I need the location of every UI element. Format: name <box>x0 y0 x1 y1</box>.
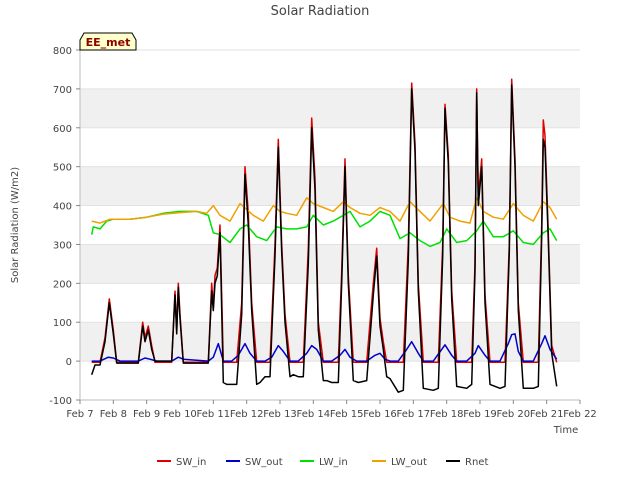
x-tick-label: Feb 14 <box>297 409 331 420</box>
x-tick-label: Feb 17 <box>397 409 431 420</box>
legend-label: SW_out <box>245 457 283 468</box>
y-tick-label: 700 <box>53 85 72 96</box>
legend-label: Rnet <box>465 457 488 468</box>
legend-item-sw-in: SW_in <box>157 457 206 468</box>
legend-label: LW_in <box>319 457 348 468</box>
y-ticks: -100 0 100 200 300 400 500 600 700 800 <box>49 46 80 407</box>
legend-label: SW_in <box>176 457 206 468</box>
y-tick-label: 300 <box>53 240 72 251</box>
series-line-lw-out <box>91 197 558 224</box>
band-3 <box>80 244 580 284</box>
legend-item-rnet: Rnet <box>446 457 488 468</box>
y-tick-label: 800 <box>53 46 72 57</box>
background-bands <box>80 88 580 362</box>
x-tick-label: Feb 8 <box>100 409 127 420</box>
x-tick-label: Feb 7 <box>66 409 93 420</box>
x-axis-label: Time <box>553 425 578 436</box>
station-badge-box <box>79 32 137 51</box>
y-tick-label: -100 <box>49 396 72 407</box>
x-tick-label: Feb 21 <box>530 409 564 420</box>
series-line-rnet <box>90 84 558 393</box>
legend-item-sw-out: SW_out <box>226 457 283 468</box>
legend: SW_in SW_out LW_in LW_out Rnet <box>157 457 488 468</box>
x-tick-label: Feb 12 <box>230 409 264 420</box>
band-7 <box>80 88 580 128</box>
y-tick-label: 400 <box>53 202 72 213</box>
x-tick-label: Feb 19 <box>463 409 497 420</box>
y-tick-label: 500 <box>53 163 72 174</box>
y-axis-label: Solar Radiation (W/m2) <box>10 167 21 283</box>
band-1 <box>80 322 580 362</box>
legend-item-lw-out: LW_out <box>372 457 427 468</box>
y-tick-label: 600 <box>53 124 72 135</box>
x-tick-label: Feb 16 <box>363 409 397 420</box>
legend-label: LW_out <box>391 457 427 468</box>
series-line-lw-in <box>90 210 558 248</box>
axes <box>79 50 580 401</box>
x-tick-label: Feb 9 <box>133 409 160 420</box>
station-label: EE_met <box>86 36 131 49</box>
x-tick-label: Feb 20 <box>497 409 531 420</box>
y-tick-label: 0 <box>66 357 72 368</box>
x-tick-label: Feb 10 <box>163 409 197 420</box>
y-tick-label: 100 <box>53 318 72 329</box>
series-lines <box>90 78 558 393</box>
x-tick-label: Feb 11 <box>197 409 231 420</box>
chart-title: Solar Radiation <box>271 4 370 19</box>
x-tick-label: Feb 18 <box>430 409 464 420</box>
legend-item-lw-in: LW_in <box>300 457 348 468</box>
x-tick-label: Feb 22 <box>563 409 597 420</box>
x-ticks: Feb 7 Feb 8 Feb 9 Feb 10 Feb 11 Feb 12 Feb 13 F… <box>66 400 597 420</box>
y-tick-label: 200 <box>53 279 72 290</box>
band-5 <box>80 166 580 206</box>
x-tick-label: Feb 13 <box>263 409 297 420</box>
station-badge: EE_met <box>79 32 137 51</box>
x-tick-label: Feb 15 <box>330 409 364 420</box>
